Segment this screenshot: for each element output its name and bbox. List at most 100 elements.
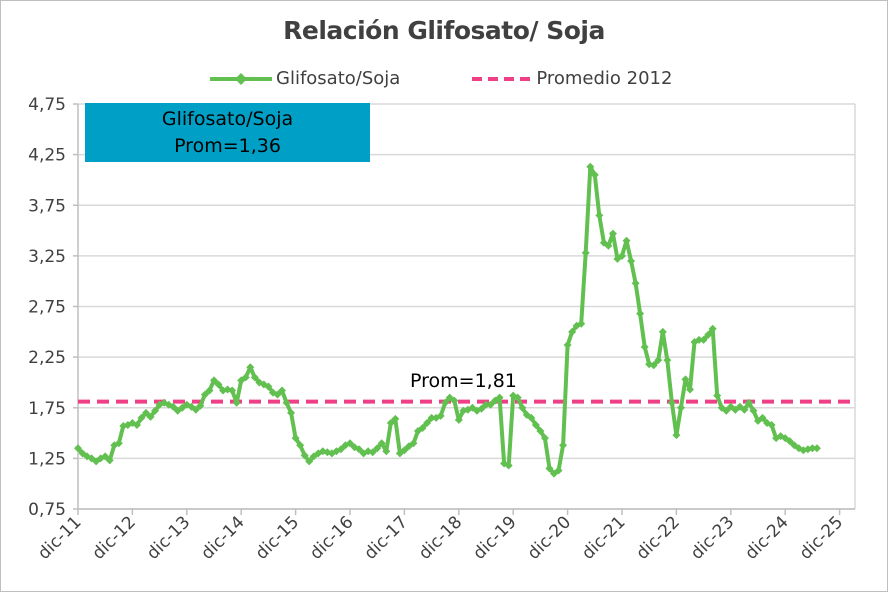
data-point bbox=[346, 439, 354, 448]
data-point bbox=[377, 439, 386, 448]
legend-label: Glifosato/Soja bbox=[276, 68, 401, 89]
data-point bbox=[676, 403, 685, 412]
data-point bbox=[264, 382, 273, 391]
legend: Glifosato/Soja Promedio 2012 bbox=[210, 68, 742, 89]
data-point bbox=[132, 420, 141, 429]
data-point bbox=[636, 309, 645, 318]
data-point bbox=[74, 444, 82, 453]
data-point bbox=[273, 390, 282, 399]
data-point bbox=[114, 439, 123, 448]
x-tick-label: dic-13 bbox=[143, 512, 194, 563]
data-point bbox=[169, 402, 178, 411]
data-point bbox=[758, 413, 767, 422]
data-point bbox=[391, 414, 400, 423]
data-point bbox=[454, 415, 463, 424]
y-tick-label: 1,25 bbox=[28, 449, 66, 469]
data-point bbox=[658, 327, 667, 336]
data-point bbox=[296, 441, 305, 450]
data-point bbox=[423, 418, 432, 427]
data-point bbox=[513, 393, 522, 402]
data-point bbox=[287, 408, 296, 417]
data-point bbox=[142, 408, 150, 417]
data-point bbox=[382, 447, 391, 456]
x-tick-label: dic-14 bbox=[197, 512, 248, 563]
data-point bbox=[228, 386, 237, 395]
y-tick-label: 2,25 bbox=[28, 348, 66, 368]
legend-label: Promedio 2012 bbox=[536, 68, 673, 89]
x-tick-label: dic-18 bbox=[415, 512, 466, 563]
data-point bbox=[595, 211, 604, 220]
data-point bbox=[618, 251, 626, 260]
data-point bbox=[278, 386, 286, 395]
data-point bbox=[527, 413, 536, 422]
data-point bbox=[708, 324, 717, 333]
data-point bbox=[604, 241, 613, 250]
x-tick-label: dic-25 bbox=[796, 512, 847, 563]
data-point bbox=[554, 466, 563, 475]
data-point bbox=[386, 418, 395, 427]
data-point bbox=[409, 439, 418, 448]
data-point bbox=[291, 434, 300, 443]
data-point bbox=[649, 361, 658, 370]
data-point bbox=[246, 363, 255, 372]
data-point bbox=[300, 451, 309, 460]
box-title: Glifosato/Soja bbox=[161, 108, 294, 130]
data-point bbox=[214, 380, 223, 389]
data-point bbox=[241, 373, 250, 382]
data-point bbox=[495, 393, 504, 402]
data-point bbox=[250, 373, 259, 382]
x-tick-label: dic-12 bbox=[89, 512, 140, 563]
data-point bbox=[355, 445, 364, 454]
data-point bbox=[722, 406, 731, 415]
data-point bbox=[744, 398, 753, 407]
data-point bbox=[812, 444, 821, 453]
x-tick-label: dic-11 bbox=[34, 512, 85, 563]
data-point bbox=[477, 404, 486, 413]
x-tick-label: dic-21 bbox=[578, 512, 629, 563]
average-annotation-box: Glifosato/Soja Prom=1,36 bbox=[85, 103, 370, 162]
data-point bbox=[482, 400, 490, 409]
y-tick-label: 3,75 bbox=[28, 196, 66, 216]
data-point bbox=[305, 457, 314, 466]
data-point bbox=[577, 319, 586, 328]
legend-line-marker-icon bbox=[210, 72, 272, 85]
data-point bbox=[427, 413, 436, 422]
data-point bbox=[559, 441, 568, 450]
x-tick-label: dic-16 bbox=[306, 512, 357, 563]
y-tick-label: 1,75 bbox=[28, 399, 66, 419]
data-point bbox=[196, 401, 205, 410]
data-point bbox=[191, 405, 200, 414]
data-point bbox=[695, 335, 704, 344]
data-point bbox=[586, 162, 595, 171]
y-tick-label: 0,75 bbox=[28, 500, 66, 520]
data-point bbox=[686, 385, 694, 394]
data-point bbox=[151, 406, 160, 415]
data-point bbox=[536, 427, 545, 436]
x-tick-label: dic-23 bbox=[687, 512, 738, 563]
data-point bbox=[232, 398, 241, 407]
data-point bbox=[205, 386, 214, 395]
box-average: Prom=1,36 bbox=[174, 135, 281, 157]
data-point bbox=[563, 340, 572, 349]
data-point bbox=[627, 256, 636, 265]
x-tick-label: dic-17 bbox=[361, 512, 412, 563]
data-point bbox=[146, 412, 155, 421]
data-point bbox=[518, 403, 527, 412]
data-point bbox=[640, 343, 649, 351]
data-point bbox=[450, 396, 459, 405]
chart-title: Relación Glifosato/ Soja bbox=[283, 16, 605, 45]
data-point bbox=[704, 330, 713, 339]
y-tick-label: 2,75 bbox=[28, 298, 66, 318]
data-point bbox=[486, 400, 495, 409]
data-point bbox=[785, 437, 794, 446]
x-tick-label: dic-22 bbox=[633, 512, 684, 563]
x-tick-label: dic-20 bbox=[524, 512, 575, 563]
y-tick-label: 3,25 bbox=[28, 247, 66, 267]
data-point bbox=[740, 405, 749, 414]
y-tick-label: 4,25 bbox=[28, 146, 66, 166]
data-point bbox=[808, 444, 817, 453]
data-point bbox=[336, 445, 345, 454]
data-point bbox=[672, 431, 681, 440]
data-point bbox=[282, 398, 291, 407]
